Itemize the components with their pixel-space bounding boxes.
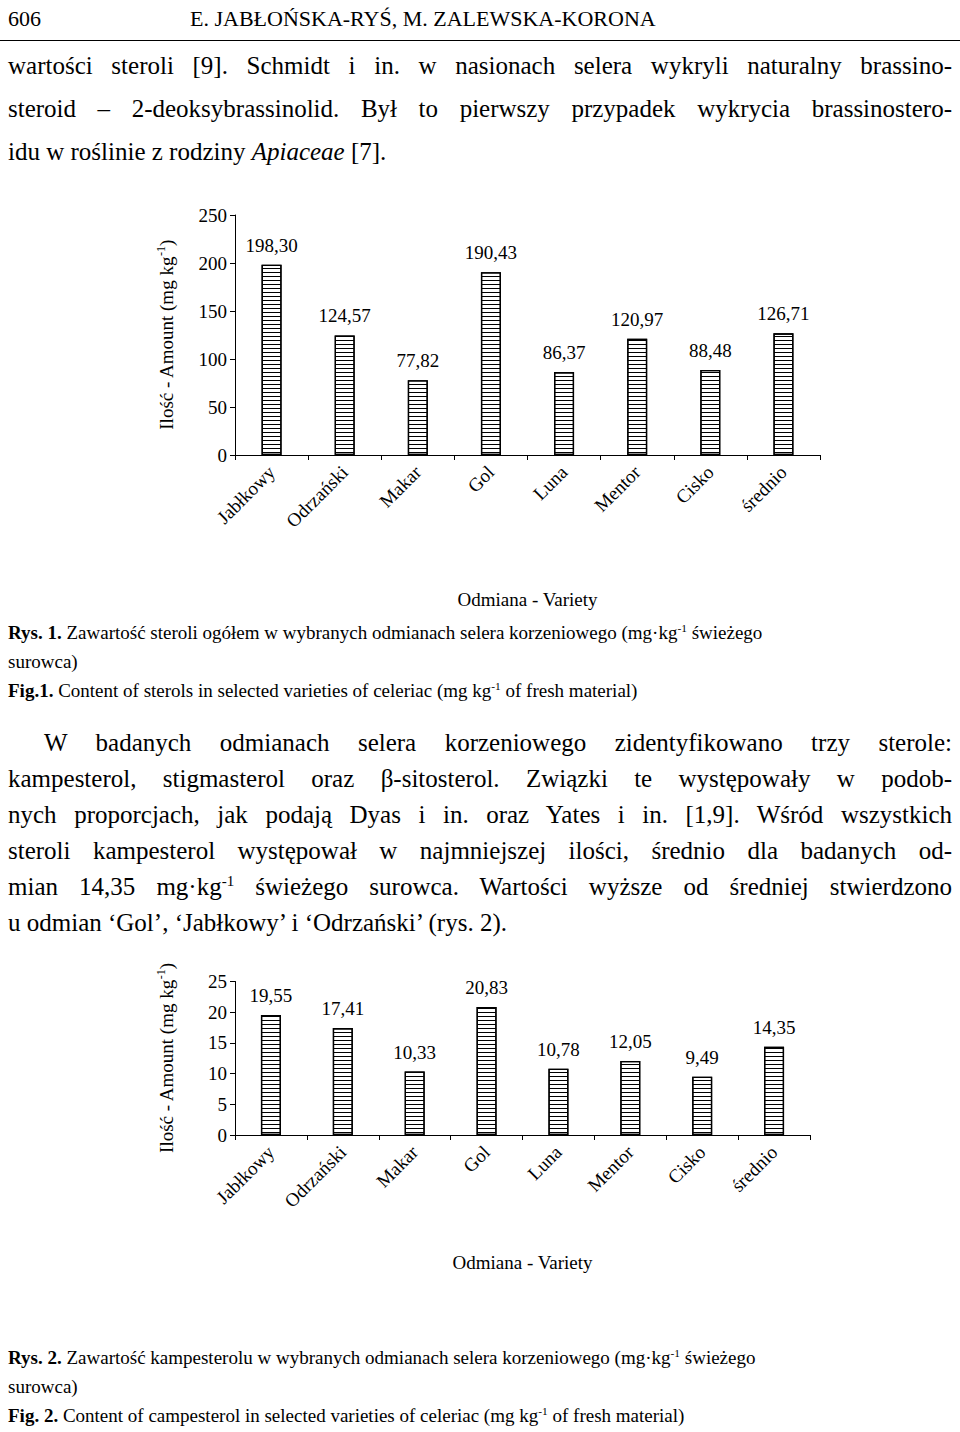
svg-text:Odrzański: Odrzański bbox=[282, 462, 352, 532]
html-text:idu w roślinie z rodziny Apiac: idu w roślinie z rodziny Apiaceae [7]. bbox=[8, 138, 387, 165]
svg-text:10: 10 bbox=[208, 1063, 227, 1084]
svg-text:124,57: 124,57 bbox=[319, 305, 371, 326]
html-text:Rys. 1. Zawartość steroli ogół: Rys. 1. Zawartość steroli ogółem w wybra… bbox=[8, 621, 763, 643]
svg-text:88,48: 88,48 bbox=[689, 340, 732, 361]
svg-text:10,33: 10,33 bbox=[393, 1042, 436, 1063]
svg-text:-1: -1 bbox=[154, 969, 168, 979]
svg-text:Cisko: Cisko bbox=[672, 462, 718, 508]
svg-text:190,43: 190,43 bbox=[465, 242, 517, 263]
svg-text:Cisko: Cisko bbox=[663, 1142, 709, 1188]
svg-text:Ilość - Amount (mg kg: Ilość - Amount (mg kg bbox=[156, 256, 178, 430]
svg-text:77,82: 77,82 bbox=[396, 350, 439, 371]
html-text:mian 14,35 mg·kg-1świeżego sur: mian 14,35 mg·kg-1świeżego surowca. Wart… bbox=[8, 872, 952, 900]
svg-text:Luna: Luna bbox=[529, 461, 572, 504]
html-text:Fig.1. Content of sterols in s: Fig.1. Content of sterols in selected va… bbox=[8, 679, 638, 701]
svg-text:Gol: Gol bbox=[459, 1142, 494, 1177]
svg-text:Mentor: Mentor bbox=[583, 1141, 638, 1196]
svg-text:Makar: Makar bbox=[372, 1141, 422, 1191]
html-text:wartości steroli [9]. Schmidt: wartości steroli [9]. Schmidt i in. w na… bbox=[8, 52, 952, 79]
svg-text:20,83: 20,83 bbox=[465, 977, 508, 998]
svg-text:Gol: Gol bbox=[463, 462, 498, 497]
svg-text:Odrzański: Odrzański bbox=[280, 1142, 350, 1212]
svg-text:200: 200 bbox=[199, 253, 228, 274]
html-text:E. JABŁOŃSKA-RYŚ, M. ZALEWSKA-: E. JABŁOŃSKA-RYŚ, M. ZALEWSKA-KORONA bbox=[190, 6, 656, 31]
svg-text:): ) bbox=[156, 963, 178, 969]
svg-text:25: 25 bbox=[208, 971, 227, 992]
svg-text:-1: -1 bbox=[154, 246, 168, 256]
html-text:surowca): surowca) bbox=[8, 1376, 78, 1397]
html-text:steroid – 2-deoksybrassinolid.: steroid – 2-deoksybrassinolid. Był to pi… bbox=[8, 95, 952, 122]
svg-text:19,55: 19,55 bbox=[250, 985, 293, 1006]
svg-text:Jabłkowy: Jabłkowy bbox=[213, 461, 280, 528]
html-text:u odmian ‘Gol’, ‘Jabłkowy’ i ‘: u odmian ‘Gol’, ‘Jabłkowy’ i ‘Odrzański’… bbox=[8, 909, 507, 936]
svg-text:Mentor: Mentor bbox=[590, 461, 645, 516]
html-text:W badanych odmianach selera ko: W badanych odmianach selera korzeniowego… bbox=[44, 729, 952, 756]
svg-text:198,30: 198,30 bbox=[245, 235, 297, 256]
svg-text:Ilość - Amount (mg kg: Ilość - Amount (mg kg bbox=[156, 979, 178, 1153]
svg-text:Odmiana - Variety: Odmiana - Variety bbox=[453, 1252, 593, 1273]
svg-text:): ) bbox=[156, 240, 178, 246]
html-text:steroli kampesterol występował: steroli kampesterol występował w najmnie… bbox=[8, 837, 952, 864]
svg-text:10,78: 10,78 bbox=[537, 1039, 580, 1060]
html-text:Rys. 2. Zawartość kampesterolu: Rys. 2. Zawartość kampesterolu w wybrany… bbox=[8, 1346, 756, 1368]
svg-text:Jabłkowy: Jabłkowy bbox=[212, 1141, 279, 1208]
html-text:Fig. 2. Content of campesterol: Fig. 2. Content of campesterol in select… bbox=[8, 1404, 685, 1426]
html-text:nych proporcjach, jak podają D: nych proporcjach, jak podają Dyas i in. … bbox=[8, 801, 952, 828]
svg-text:86,37: 86,37 bbox=[543, 342, 586, 363]
html-text:surowca): surowca) bbox=[8, 651, 78, 672]
svg-text:średnio: średnio bbox=[736, 462, 790, 516]
html-text:kampesterol, stigmasterol oraz: kampesterol, stigmasterol oraz β-sitoste… bbox=[8, 765, 952, 792]
svg-text:120,97: 120,97 bbox=[611, 309, 663, 330]
svg-text:średnio: średnio bbox=[727, 1142, 781, 1196]
svg-text:12,05: 12,05 bbox=[609, 1031, 652, 1052]
svg-text:Makar: Makar bbox=[375, 461, 425, 511]
svg-text:14,35: 14,35 bbox=[753, 1017, 796, 1038]
html-text:606: 606 bbox=[8, 6, 41, 31]
svg-text:150: 150 bbox=[199, 301, 228, 322]
svg-text:5: 5 bbox=[218, 1094, 228, 1115]
svg-text:9,49: 9,49 bbox=[686, 1047, 719, 1068]
svg-text:17,41: 17,41 bbox=[321, 998, 364, 1019]
svg-text:15: 15 bbox=[208, 1032, 227, 1053]
svg-text:0: 0 bbox=[218, 445, 228, 466]
svg-text:Odmiana - Variety: Odmiana - Variety bbox=[458, 589, 598, 610]
svg-text:0: 0 bbox=[218, 1125, 228, 1146]
svg-text:250: 250 bbox=[199, 205, 228, 226]
svg-text:126,71: 126,71 bbox=[757, 303, 809, 324]
svg-text:20: 20 bbox=[208, 1002, 227, 1023]
svg-text:50: 50 bbox=[208, 397, 227, 418]
svg-text:100: 100 bbox=[199, 349, 228, 370]
svg-text:Luna: Luna bbox=[523, 1141, 566, 1184]
